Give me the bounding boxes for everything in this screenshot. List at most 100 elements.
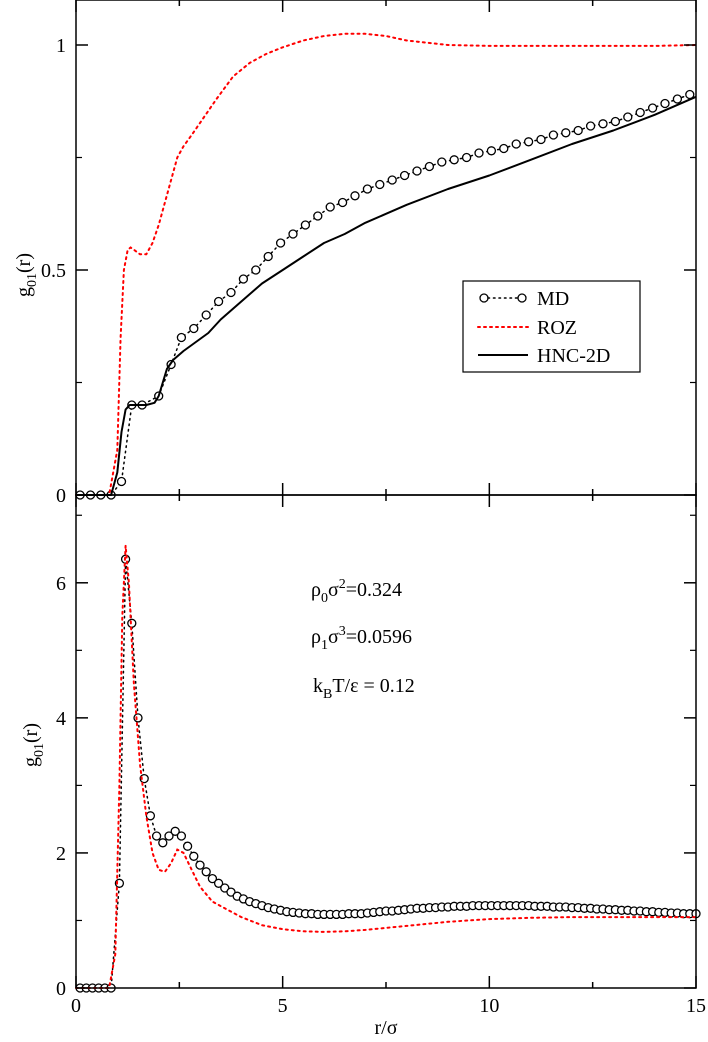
bottom-md-point xyxy=(164,831,174,841)
bottom-md-point xyxy=(226,887,236,897)
bottom-md-point xyxy=(151,831,162,841)
bottom-md-point xyxy=(207,873,218,884)
bottom-md-point xyxy=(158,838,168,848)
bottom-md-point xyxy=(201,867,211,877)
top-ylabel-main: g xyxy=(13,287,35,297)
bottom-ytick-label: 2 xyxy=(56,843,66,865)
top-md-point xyxy=(288,229,298,239)
top-md-point xyxy=(561,128,571,138)
top-md-point xyxy=(116,476,127,487)
bottom-panel-marks xyxy=(75,545,701,993)
legend-md-marker xyxy=(517,293,527,303)
top-md-point xyxy=(399,170,410,181)
top-md-point xyxy=(623,112,633,122)
rho1-sup: 3 xyxy=(339,624,346,639)
top-md-point xyxy=(672,94,683,104)
top-md-point xyxy=(647,103,658,113)
rho0-sup: 2 xyxy=(339,577,346,592)
bottom-ytick-label: 0 xyxy=(56,978,66,1000)
kb-symbol: k xyxy=(313,675,323,697)
bottom-xtick-label: 15 xyxy=(686,995,706,1017)
top-md-point xyxy=(375,179,385,190)
x-axis-label: r/σ xyxy=(375,1017,398,1039)
top-md-point xyxy=(226,287,236,298)
top-md-point xyxy=(449,155,459,165)
bottom-x-axis: 0 5 10 15 xyxy=(71,495,706,1017)
bottom-ylabel-sub: 01 xyxy=(32,743,47,757)
legend-hnc-label: HNC-2D xyxy=(537,345,610,367)
bottom-md-point xyxy=(182,841,193,851)
top-panel: 00.51 g01(r) MD ROZ HNC-2D xyxy=(13,0,697,507)
top-roz-line xyxy=(75,32,697,496)
top-md-point xyxy=(387,175,397,185)
legend-md-label: MD xyxy=(537,288,569,310)
top-md-point xyxy=(499,143,509,154)
top-md-point xyxy=(189,323,199,334)
top-y-axis-label: g01(r) xyxy=(13,253,40,297)
top-panel-marks xyxy=(75,32,697,500)
temperature-value: T/ε = 0.12 xyxy=(332,675,414,697)
kb-sub: B xyxy=(323,687,332,702)
top-md-point xyxy=(610,116,621,127)
top-md-point xyxy=(486,146,497,156)
top-ytick-label: 0 xyxy=(56,485,66,507)
top-ylabel-tail: (r) xyxy=(13,253,35,273)
legend: MD ROZ HNC-2D xyxy=(462,280,641,373)
top-md-point xyxy=(536,134,546,145)
rho1-value: =0.0596 xyxy=(346,626,412,648)
top-ylabel-sub: 01 xyxy=(25,273,40,287)
top-md-point xyxy=(176,332,187,343)
top-ytick-label: 1 xyxy=(56,35,66,57)
rho0-sub: 0 xyxy=(321,591,328,606)
bottom-xtick-label: 0 xyxy=(71,995,81,1017)
top-md-point xyxy=(635,107,645,118)
bottom-ytick-label: 6 xyxy=(56,573,66,595)
rho1-sub: 1 xyxy=(321,638,328,653)
top-md-point xyxy=(325,202,335,212)
bottom-md-point xyxy=(170,826,180,836)
bottom-ylabel-main: g xyxy=(20,757,42,767)
top-hnc-2d-line xyxy=(76,95,697,496)
top-md-point xyxy=(474,148,484,158)
bottom-ytick-label: 4 xyxy=(56,708,66,730)
top-md-point xyxy=(412,166,422,176)
top-md-point xyxy=(251,265,261,275)
bottom-md-point xyxy=(213,878,224,888)
bottom-ylabel-tail: (r) xyxy=(20,723,42,743)
top-md-line xyxy=(79,93,691,496)
rho0-sigma: σ xyxy=(328,579,339,601)
top-md-point xyxy=(548,130,559,140)
rho1-symbol: ρ xyxy=(311,626,321,648)
bottom-md-line xyxy=(79,559,697,989)
top-md-point xyxy=(337,197,348,208)
top-md-point xyxy=(461,152,472,163)
rho1-sigma: σ xyxy=(328,626,339,648)
top-md-point xyxy=(437,157,447,167)
annotation-rho1: ρ1σ3=0.0596 xyxy=(311,624,412,653)
top-md-point xyxy=(573,125,583,136)
top-md-point xyxy=(300,220,311,230)
bottom-md-point xyxy=(189,851,199,861)
rho0-value: =0.324 xyxy=(346,579,402,601)
top-md-point xyxy=(350,191,360,201)
top-md-point xyxy=(660,98,670,109)
bottom-md-point xyxy=(176,831,187,841)
top-md-point xyxy=(263,251,273,262)
bottom-md-point xyxy=(220,883,230,893)
bottom-md-point xyxy=(133,713,143,723)
top-md-point xyxy=(238,274,249,284)
top-md-point xyxy=(213,296,224,307)
annotation-rho0: ρ0σ2=0.324 xyxy=(311,577,402,606)
top-y-axis: 00.51 xyxy=(41,35,696,507)
top-md-point xyxy=(585,121,596,131)
bottom-roz-line xyxy=(75,545,697,989)
bottom-md-point xyxy=(145,811,156,821)
top-md-point xyxy=(201,310,211,320)
top-md-point xyxy=(275,238,286,248)
top-md-point xyxy=(313,211,323,221)
top-md-point xyxy=(523,137,534,147)
legend-roz-label: ROZ xyxy=(537,317,577,339)
